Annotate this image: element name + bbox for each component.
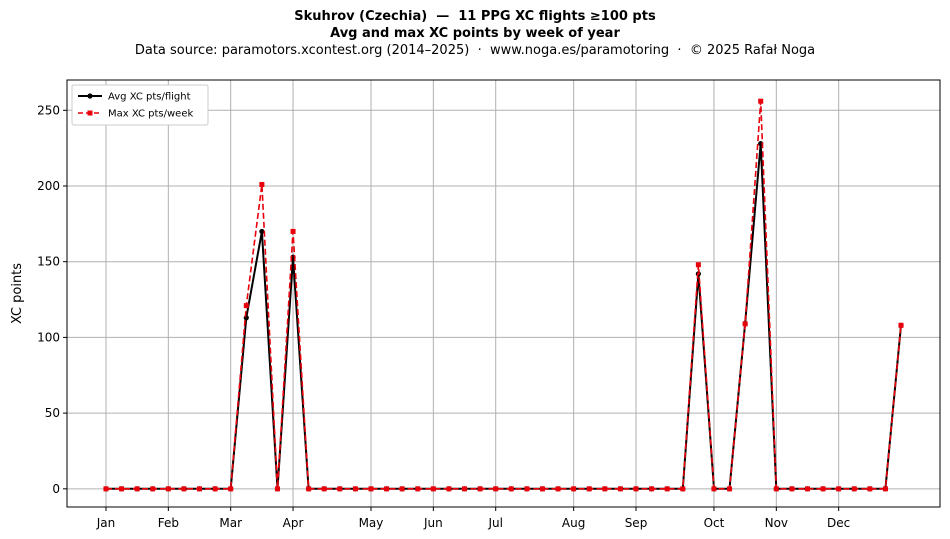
data-point: [399, 486, 405, 492]
legend-marker: [87, 93, 93, 99]
data-point: [337, 486, 343, 492]
series-avg: [103, 140, 904, 492]
y-tick-label: 250: [37, 103, 60, 117]
data-point: [477, 486, 483, 492]
axes: 0 50 100 150 200 250 Jan Feb Mar Apr May Jun Jul Aug S…: [37, 103, 850, 530]
x-tick-label: May: [359, 516, 384, 530]
data-point: [898, 322, 904, 328]
series-line: [106, 142, 902, 490]
data-point: [633, 486, 639, 492]
data-point: [181, 486, 187, 492]
data-point: [851, 486, 857, 492]
data-point: [119, 486, 125, 492]
data-point: [274, 486, 280, 492]
data-point: [586, 486, 592, 492]
y-tick-label: 200: [37, 179, 60, 193]
y-tick-label: 150: [37, 255, 60, 269]
series-max: [103, 98, 904, 492]
data-point: [165, 486, 171, 492]
data-point: [228, 486, 234, 492]
x-tick-label: Dec: [827, 516, 850, 530]
data-point: [695, 262, 701, 268]
chart-source: Data source: paramotors.xcontest.org (20…: [134, 43, 816, 58]
data-point: [789, 486, 795, 492]
x-tick-label: Mar: [219, 516, 242, 530]
data-point: [384, 486, 390, 492]
chart-subtitle: Avg and max XC points by week of year: [330, 26, 620, 41]
data-point: [524, 486, 530, 492]
legend-box: [71, 84, 209, 126]
data-point: [711, 486, 717, 492]
data-point: [150, 486, 156, 492]
x-tick-label: Aug: [562, 516, 585, 530]
data-point: [804, 486, 810, 492]
data-point: [555, 486, 561, 492]
data-point: [602, 486, 608, 492]
data-point: [243, 315, 249, 321]
data-point: [197, 486, 203, 492]
data-point: [867, 486, 873, 492]
data-point: [430, 486, 436, 492]
legend-label: Avg XC pts/flight: [108, 92, 191, 103]
data-point: [259, 181, 265, 187]
data-point: [758, 98, 764, 104]
data-point: [680, 486, 686, 492]
chart-title: Skuhrov (Czechia) — 11 PPG XC flights ≥1…: [294, 9, 656, 24]
legend-entry: Avg XC pts/flight: [78, 92, 191, 103]
data-point: [212, 486, 218, 492]
data-point: [539, 486, 545, 492]
legend-entry: Max XC pts/week: [78, 109, 193, 120]
series-layer: [103, 98, 904, 492]
x-tick-label: Jun: [423, 516, 443, 530]
legend-marker: [87, 110, 93, 116]
y-tick-label: 50: [45, 406, 60, 420]
y-tick-label: 100: [37, 330, 60, 344]
x-tick-label: Feb: [158, 516, 179, 530]
data-point: [617, 486, 623, 492]
data-point: [352, 486, 358, 492]
data-point: [508, 486, 514, 492]
data-point: [259, 228, 265, 235]
legend: Avg XC pts/flight Max XC pts/week: [71, 84, 209, 126]
data-point: [493, 486, 499, 492]
data-point: [649, 486, 655, 492]
x-tick-label: Jul: [487, 516, 502, 530]
data-point: [290, 228, 296, 234]
data-point: [134, 486, 140, 492]
y-axis-label: XC points: [10, 263, 25, 324]
data-point: [243, 303, 249, 309]
data-point: [571, 486, 577, 492]
data-point: [415, 486, 421, 492]
data-point: [103, 486, 109, 492]
data-point: [727, 486, 733, 492]
data-point: [742, 321, 748, 327]
grid-lines: [67, 80, 940, 507]
x-tick-label: Oct: [704, 516, 725, 530]
data-point: [446, 486, 452, 492]
chart-title-block: Skuhrov (Czechia) — 11 PPG XC flights ≥1…: [0, 8, 950, 60]
x-tick-label: Nov: [765, 516, 788, 530]
data-point: [836, 486, 842, 492]
y-tick-label: 0: [52, 482, 60, 496]
data-point: [773, 486, 779, 492]
data-point: [321, 486, 327, 492]
x-tick-label: Apr: [283, 516, 304, 530]
x-tick-label: Jan: [96, 516, 116, 530]
legend-label: Max XC pts/week: [108, 109, 193, 120]
data-point: [820, 486, 826, 492]
x-tick-label: Sep: [625, 516, 648, 530]
data-point: [368, 486, 374, 492]
data-point: [462, 486, 468, 492]
data-point: [664, 486, 670, 492]
series-line: [106, 100, 902, 490]
data-point: [306, 486, 312, 492]
data-point: [882, 486, 888, 492]
plot-frame: [66, 79, 941, 508]
